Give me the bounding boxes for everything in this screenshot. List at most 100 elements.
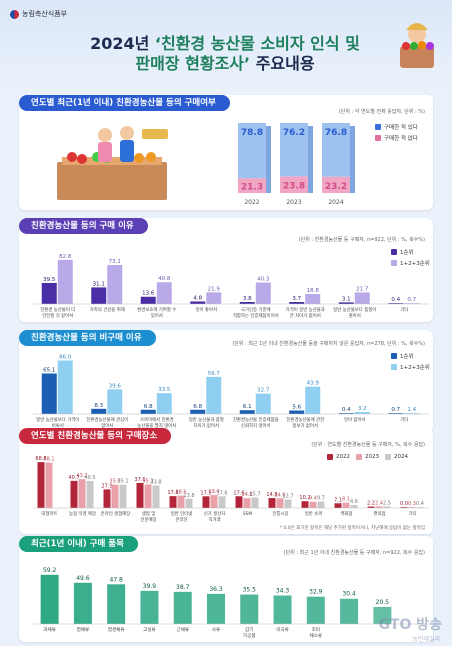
bar <box>375 506 383 508</box>
bar <box>70 480 78 508</box>
legend-swatch <box>356 454 362 460</box>
legend-swatch <box>391 364 397 370</box>
data-label: 38.7 <box>176 584 190 591</box>
data-label: 59.7 <box>208 371 221 377</box>
data-label: 40.7 <box>68 475 79 481</box>
bar-not-purchased <box>322 176 350 193</box>
data-label: 0.4 <box>416 501 424 507</box>
x-tick-label: 일반 농산물과 품질 <box>189 416 224 423</box>
panel-purchase-items: 최근(1년 이내) 구매 품목 (단위 : 최근 1년 이내 친환경농산물 등 … <box>19 536 433 642</box>
x-tick-label: 갑기 <box>245 626 253 633</box>
x-tick-label: 친환경농산물 인증제품을 <box>233 416 279 423</box>
x-tick-label: 일반 인터넷 <box>171 510 193 517</box>
x-tick-label: 2024 <box>328 199 343 206</box>
data-label: 2.5 <box>383 500 391 506</box>
x-tick-label: 기타 <box>400 416 408 423</box>
bar <box>317 501 325 508</box>
x-tick-label: 안전할 것 같아서 <box>42 312 73 319</box>
x-tick-label: 친환경농산물에 관심이 <box>86 416 128 423</box>
bar-purchased <box>238 123 266 179</box>
x-tick-label: 있어서 <box>151 312 163 319</box>
unit-label: (단위 : 각 연도별 전체 응답자, 단위 : %) <box>338 109 425 115</box>
ministry-logo-icon <box>10 9 19 19</box>
bar <box>173 591 192 624</box>
data-label: 6.8 <box>144 404 153 410</box>
legend: 구매한 적 있다 구매한 적 없다 <box>375 123 418 145</box>
bar <box>255 393 271 414</box>
data-label: 40.5 <box>84 475 95 481</box>
bar <box>156 282 172 304</box>
x-tick-label: 가공품 <box>243 632 256 639</box>
data-label: 21.7 <box>356 286 369 292</box>
data-label: 2.2 <box>367 501 375 507</box>
bar <box>207 593 225 624</box>
x-tick-label: 맛이 좋아서 <box>195 306 217 313</box>
bar <box>156 393 172 414</box>
data-label: 17.5 <box>200 490 211 496</box>
x-tick-label: 백화점 <box>340 510 352 517</box>
section-title: 친환경농산물 등의 구매 이유 <box>19 218 148 234</box>
bar <box>309 501 317 508</box>
data-label: 13.6 <box>142 291 155 297</box>
bar <box>210 495 218 508</box>
data-label: 34.3 <box>276 588 290 595</box>
legend-swatch <box>327 454 333 460</box>
x-tick-label: 맛이 없어서 <box>344 416 366 423</box>
bar <box>45 462 53 508</box>
x-tick-label: 과채류 <box>43 626 56 633</box>
x-tick-label: 생협 및 <box>142 510 156 517</box>
bar <box>239 410 255 414</box>
x-tick-label: 고실류 <box>143 626 156 633</box>
section-title: 친환경농산물 등의 비구매 이유 <box>19 330 156 346</box>
x-tick-label: 친환경농산물에 관한 <box>286 416 324 423</box>
bar <box>103 489 111 508</box>
data-label: 86.0 <box>59 354 72 360</box>
x-tick-label: 미곡류 <box>276 626 289 633</box>
data-label: 49.6 <box>76 575 90 582</box>
bar <box>240 594 259 624</box>
legend-item: 구매한 적 없다 <box>375 134 418 142</box>
bar <box>255 282 271 304</box>
data-label: 18.6 <box>175 490 186 496</box>
bar-purchased <box>322 123 350 177</box>
header: 농림축산식품부 2024년 ‘친환경 농산물 소비자 인식 및 판매장 현황조사… <box>0 0 452 88</box>
bar <box>91 408 107 414</box>
panel-nonpurchase-reasons: 친환경농산물 등의 비구매 이유 (단위 : 최근 1년 이내 친환경농산물 등… <box>19 330 433 432</box>
x-tick-label: 가족의 건강을 위해 <box>90 306 125 313</box>
bar <box>57 360 73 414</box>
legend-swatch <box>391 260 397 266</box>
data-label: 9.4 <box>309 496 317 502</box>
section-title: 연도별 친환경농산물 등의 구매장소 <box>19 428 172 444</box>
chart-purchase-items: 59.2 과채류 49.6 엽채류 47.8 엽경채류 39.9 고실류 38.7 근채류 36.3… <box>33 567 429 639</box>
x-tick-label: 전문매장 <box>140 516 156 523</box>
x-tick-label: 채소류 <box>309 632 322 639</box>
legend-item: 1+2+3순위 <box>391 363 430 371</box>
bar <box>338 413 354 414</box>
bar <box>206 376 222 414</box>
x-tick-label: 2023 <box>286 199 301 206</box>
bar <box>57 259 73 304</box>
bar <box>342 502 350 508</box>
chart-purchase-places: 68.868.1 대형마트 40.743.240.5 농협 직영 매장 27.935.0… <box>33 456 429 523</box>
data-label: 35.0 <box>109 479 120 485</box>
x-tick-label: 편의점 <box>373 510 385 517</box>
data-label: 19.4 <box>208 489 219 495</box>
legend: 1순위 1+2+3순위 <box>391 352 430 374</box>
section-title: 최근(1년 이내) 구매 품목 <box>19 536 138 552</box>
legend-swatch <box>391 353 397 359</box>
bar <box>140 409 156 414</box>
legend-item: 구매한 적 있다 <box>375 123 418 131</box>
unit-label: (단위 : 최근 1년 이내 친환경농산물 등 구매자, n=922, 복수 응… <box>283 550 425 556</box>
data-label: 15.7 <box>249 492 260 498</box>
bar <box>119 484 127 508</box>
panel-purchase-status: 연도별 최근(1년 이내) 친환경농산물 등의 구매여부 (단위 : 각 연도별… <box>19 95 433 210</box>
bar <box>190 409 206 414</box>
bar <box>177 495 185 508</box>
x-tick-label: 사류 <box>212 626 220 633</box>
data-label: 27.9 <box>101 483 112 489</box>
data-label: 3.8 <box>243 296 252 302</box>
x-tick-label: SSM <box>243 511 253 517</box>
data-label: 35.3 <box>142 478 153 484</box>
farmer-illustration <box>400 23 434 68</box>
bar <box>218 496 226 508</box>
